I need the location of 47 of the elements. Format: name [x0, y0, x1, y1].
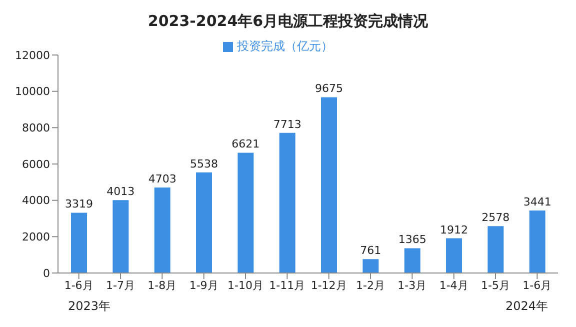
x-tick-label: 1-7月: [106, 278, 135, 292]
x-tick-label: 1-10月: [228, 278, 264, 292]
bar: [529, 210, 546, 273]
data-label: 2578: [482, 211, 510, 224]
bar: [112, 200, 129, 273]
text: 2024年: [505, 298, 548, 315]
bar: [404, 248, 420, 273]
data-label: 1365: [398, 233, 426, 246]
data-label: 1912: [440, 223, 468, 236]
x-tick-label: 1-11月: [269, 278, 306, 292]
data-label: 7713: [273, 118, 302, 131]
x-tick-label: 1-8月: [148, 278, 177, 292]
x-tick-label: 1-9月: [189, 278, 218, 292]
bar: [362, 259, 379, 273]
x-tick-label: 1-2月: [356, 278, 385, 292]
x-tick-label: 1-12月: [310, 278, 347, 292]
y-tick-label: 6000: [22, 158, 50, 171]
y-tick-label: 2000: [22, 230, 50, 244]
data-label: 761: [360, 244, 382, 258]
bar: [488, 226, 504, 273]
x-tick-label: 1-6月: [64, 278, 94, 292]
bar: [154, 188, 170, 273]
x-tick-label: 1-6月: [522, 278, 552, 292]
x-tick-label: 1-3月: [398, 278, 427, 292]
data-label: 9675: [315, 82, 343, 96]
y-tick-label: 10000: [15, 85, 50, 98]
data-label: 4703: [148, 172, 176, 186]
y-tick-label: 4000: [22, 194, 50, 208]
x-tick-label: 1-4月: [439, 278, 468, 292]
bar: [446, 238, 462, 273]
y-tick-label: 8000: [22, 122, 50, 135]
y-tick-label: 12000: [15, 48, 50, 62]
bar: [196, 172, 212, 273]
x-tick-label: 1-5月: [481, 278, 510, 292]
data-label: 3319: [65, 198, 93, 211]
data-label: 4013: [106, 185, 135, 198]
data-label: 6621: [232, 138, 260, 151]
bar: [71, 212, 87, 273]
legend-label: 投资完成（亿元）: [237, 39, 333, 53]
y-tick-label: 0: [43, 266, 50, 280]
bar: [279, 132, 296, 273]
bar: [238, 152, 254, 273]
data-label: 5538: [190, 157, 218, 170]
bar: [321, 97, 337, 273]
chart-title: 2023-2024年6月电源工程投资完成情况: [146, 12, 430, 31]
text: 2023年: [68, 298, 111, 315]
data-label: 3441: [523, 195, 552, 208]
